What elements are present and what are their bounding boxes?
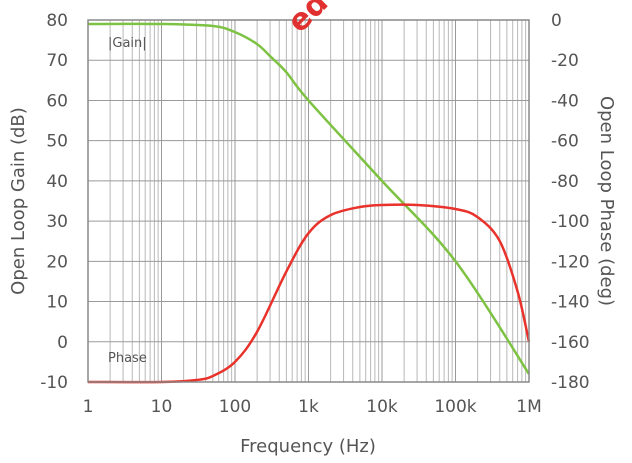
phase-annotation: Phase (108, 351, 147, 366)
grid-lines (87, 19, 529, 383)
phase-series-line (87, 203, 531, 384)
y-right-tick-label: -180 (551, 373, 590, 393)
y-axis-right-label: Open Loop Phase (deg) (596, 96, 617, 306)
y-left-tick-label: 50 (46, 132, 68, 152)
y-right-tick-label: 0 (551, 11, 562, 31)
x-tick-label: 1M (516, 397, 541, 417)
tick-labels: 1 10 100 1k 10k 100k 1M80706050403020100-100-2… (40, 11, 589, 417)
x-tick-label: 100 (219, 397, 251, 417)
y-left-tick-label: 70 (46, 51, 68, 71)
y-right-tick-label: -140 (551, 293, 590, 313)
y-right-tick-label: -60 (551, 132, 579, 152)
y-right-tick-label: -100 (551, 212, 590, 232)
y-right-tick-label: -160 (551, 333, 590, 353)
y-left-tick-label: 60 (46, 91, 68, 111)
y-left-tick-label: 10 (46, 293, 68, 313)
x-axis-label: Frequency (Hz) (240, 436, 376, 457)
y-right-tick-label: -40 (551, 91, 579, 111)
x-tick-label: 10k (366, 397, 398, 417)
y-left-tick-label: 0 (57, 333, 68, 353)
x-tick-label: 100k (434, 397, 476, 417)
y-right-tick-label: -20 (551, 51, 579, 71)
y-left-tick-label: 40 (46, 172, 68, 192)
y-left-tick-label: -10 (40, 373, 68, 393)
y-right-tick-label: -120 (551, 252, 590, 272)
gain-annotation: |Gain| (108, 36, 147, 51)
y-right-tick-label: -80 (551, 172, 579, 192)
y-left-tick-label: 80 (46, 11, 68, 31)
y-axis-left-label: Open Loop Gain (dB) (8, 107, 29, 295)
x-tick-label: 10 (151, 397, 173, 417)
plot-frame (87, 19, 530, 383)
x-tick-label: 1 (83, 397, 94, 417)
x-tick-label: 1k (298, 397, 319, 417)
gain-series-line (87, 22, 531, 375)
y-left-tick-label: 20 (46, 252, 68, 272)
series-lines (87, 22, 531, 384)
y-left-tick-label: 30 (46, 212, 68, 232)
